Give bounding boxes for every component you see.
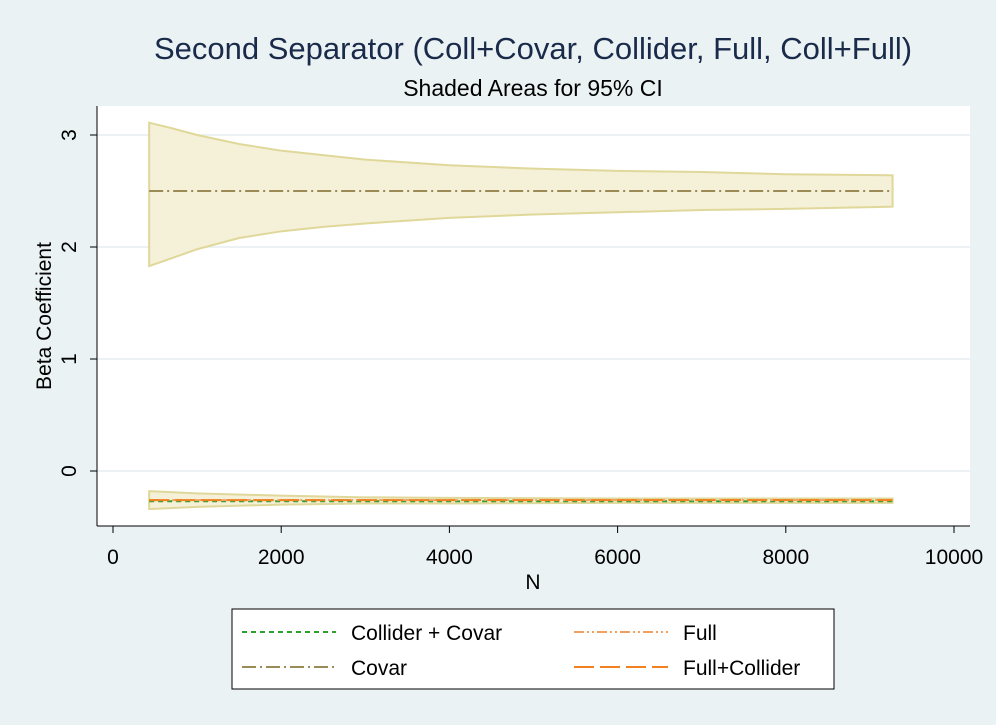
y-tick-label: 2 <box>58 241 81 253</box>
legend-label: Covar <box>351 657 407 680</box>
series-lines <box>149 190 893 503</box>
chart-title: Second Separator (Coll+Covar, Collider, … <box>154 31 912 66</box>
x-tick-label: 4000 <box>426 546 473 569</box>
legend-label: Collider + Covar <box>351 622 502 645</box>
x-tick-label: 8000 <box>762 546 809 569</box>
y-tick-label: 1 <box>58 353 81 365</box>
chart-subtitle: Shaded Areas for 95% CI <box>403 75 663 101</box>
x-tick-label: 10000 <box>925 546 983 569</box>
y-tick-label: 0 <box>58 465 81 477</box>
legend-label: Full+Collider <box>683 657 800 680</box>
x-tick-label: 2000 <box>258 546 305 569</box>
y-axis-label: Beta Coefficient <box>33 242 56 390</box>
legend-label: Full <box>683 622 717 645</box>
y-tick-label: 3 <box>58 129 81 141</box>
legend-box <box>231 608 835 690</box>
x-tick-label: 0 <box>107 546 119 569</box>
x-tick-label: 6000 <box>594 546 641 569</box>
axes: 0 2000 4000 6000 8000 10000 0 1 2 3 <box>58 106 983 569</box>
ci-band <box>148 121 894 268</box>
legend: Collider + Covar Full Covar Full+Collider <box>242 622 800 680</box>
gridlines <box>97 134 970 472</box>
x-axis-label: N <box>525 571 540 594</box>
